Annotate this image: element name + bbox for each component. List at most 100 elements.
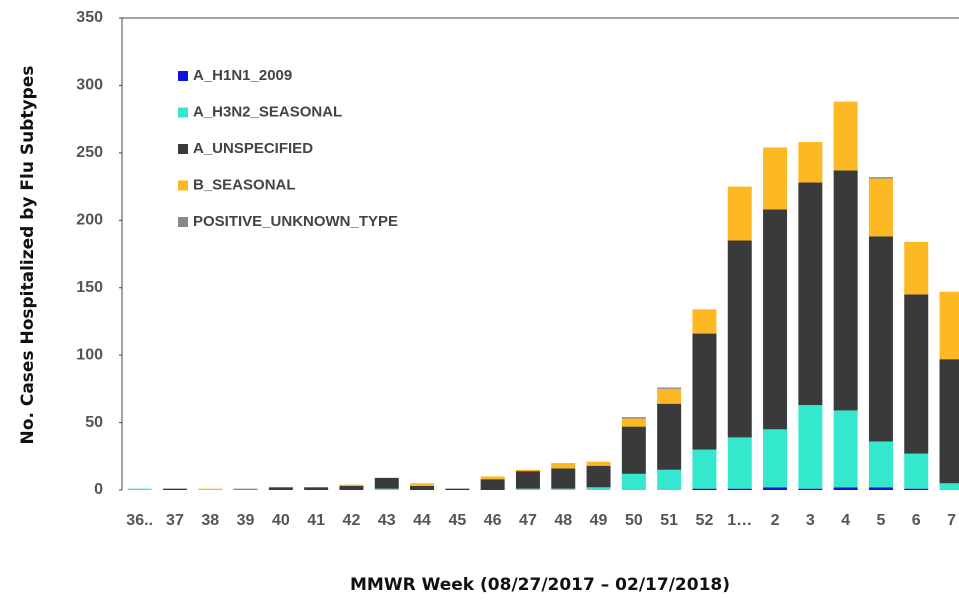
bar-segment	[657, 469, 682, 490]
bar-segment	[621, 426, 646, 474]
y-tick-label: 250	[76, 144, 103, 161]
bar-segment	[621, 417, 646, 419]
bar-segment	[727, 186, 752, 241]
bar-segment	[127, 488, 152, 490]
y-tick-label: 50	[85, 414, 103, 431]
bar-segment	[304, 487, 329, 490]
bar-segment	[445, 488, 470, 490]
bar-segment	[904, 453, 929, 489]
bar-segment	[868, 441, 893, 488]
bar-segment	[162, 488, 187, 490]
bar-segment	[833, 101, 858, 171]
x-tick-label: 4	[841, 512, 850, 529]
bar-segment	[515, 488, 540, 490]
bar-segment	[833, 170, 858, 411]
bar-segment	[727, 240, 752, 438]
bar-segment	[621, 418, 646, 427]
bar-segment	[268, 487, 293, 490]
bar-segment	[339, 485, 364, 490]
bar-segment	[551, 468, 576, 489]
bar-segment	[515, 469, 540, 472]
x-tick-label: 7	[947, 512, 956, 529]
bar-segment	[339, 484, 364, 486]
bar-segment	[833, 410, 858, 488]
legend-swatch	[178, 180, 188, 191]
x-tick-label: 42	[343, 512, 361, 529]
bar-segment	[939, 359, 959, 484]
x-tick-label: 43	[378, 512, 396, 529]
bar-segment	[374, 477, 399, 489]
x-tick-label: 40	[272, 512, 290, 529]
bar-segment	[868, 236, 893, 442]
legend-swatch	[178, 217, 188, 227]
bar-segment	[692, 488, 717, 490]
bar-segment	[233, 488, 258, 490]
bar-segment	[657, 387, 682, 389]
legend-swatch	[178, 71, 188, 81]
bar-segment	[868, 487, 893, 490]
x-axis-title: MMWR Week (08/27/2017 – 02/17/2018)	[350, 575, 730, 595]
legend-label: A_H3N2_SEASONAL	[193, 103, 342, 120]
x-tick-label: 50	[625, 512, 643, 529]
x-tick-label: 2	[771, 512, 780, 529]
bar-segment	[692, 449, 717, 489]
x-tick-label: 48	[554, 512, 572, 529]
x-tick-label: 39	[237, 512, 255, 529]
bar-segment	[410, 485, 435, 490]
bar-segment	[727, 437, 752, 489]
bar-segment	[798, 488, 823, 490]
x-tick-label: 3	[806, 512, 815, 529]
bar-segment	[692, 333, 717, 450]
bar-segment	[904, 488, 929, 490]
x-tick-label: 5	[876, 512, 885, 529]
plot-border	[121, 17, 959, 490]
bar-segment	[763, 429, 788, 488]
x-tick-label: 37	[166, 512, 184, 529]
bar-segment	[586, 461, 611, 466]
bar-segment	[657, 388, 682, 404]
x-tick-label: 51	[660, 512, 678, 529]
legend-swatch	[178, 107, 188, 118]
x-tick-label: 41	[307, 512, 325, 529]
y-axis-title: No. Cases Hospitalized by Flu Subtypes	[18, 66, 38, 445]
legend-label: POSITIVE_UNKNOWN_TYPE	[193, 213, 398, 230]
x-tick-label: 52	[696, 512, 714, 529]
bar-segment	[480, 476, 505, 480]
bar-segment	[798, 142, 823, 183]
x-tick-label: 44	[413, 512, 431, 529]
bar-segment	[868, 178, 893, 237]
bar-segment	[657, 403, 682, 470]
legend-label: B_SEASONAL	[193, 176, 296, 193]
y-tick-label: 100	[76, 346, 103, 363]
bar-segment	[904, 241, 929, 295]
bar-segment	[586, 487, 611, 490]
y-tick-label: 300	[76, 77, 103, 94]
bar-segment	[939, 291, 959, 360]
bar-segment	[904, 294, 929, 454]
bar-segment	[798, 182, 823, 406]
bar-segment	[410, 483, 435, 486]
x-tick-label: 49	[590, 512, 608, 529]
bar-segment	[763, 147, 788, 210]
y-tick-label: 150	[76, 279, 103, 296]
bar-segment	[515, 471, 540, 489]
bar-segment	[692, 309, 717, 334]
legend-label: A_H1N1_2009	[193, 67, 292, 84]
bar-segment	[939, 483, 959, 490]
bar-segment	[586, 465, 611, 488]
bar-segment	[727, 488, 752, 490]
x-tick-label: 38	[201, 512, 219, 529]
y-tick-label: 200	[76, 212, 103, 229]
bar-segment	[798, 405, 823, 489]
y-tick-label: 0	[94, 481, 103, 498]
legend-swatch	[178, 144, 188, 154]
x-tick-label: 6	[912, 512, 921, 529]
x-tick-label: 1…	[727, 512, 752, 529]
bar-segment	[551, 488, 576, 490]
bar-segment	[480, 479, 505, 490]
bar-segment	[374, 488, 399, 490]
x-tick-label: 36..	[126, 512, 153, 529]
y-tick-label: 350	[76, 9, 103, 26]
bar-segment	[621, 473, 646, 490]
